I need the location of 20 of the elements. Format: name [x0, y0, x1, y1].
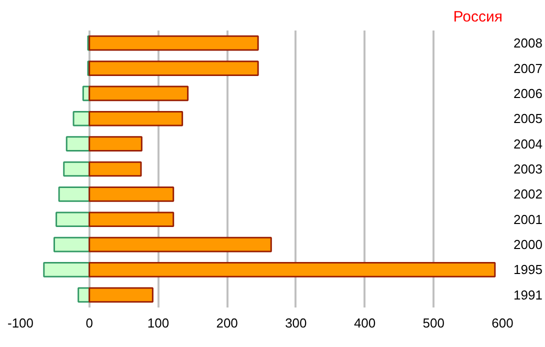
y-tick-label: 2005	[514, 111, 542, 126]
y-tick-label: 2002	[514, 186, 542, 202]
x-tick-label: 600	[492, 316, 514, 330]
x-tick-label: -100	[7, 316, 34, 330]
y-tick-label: 2001	[514, 212, 542, 227]
x-tick-label: 400	[354, 316, 376, 330]
x-tick-label: 100	[147, 316, 170, 330]
x-tick-label: 0	[86, 316, 93, 330]
y-tick-label: 1995	[514, 262, 542, 278]
y-tick-label: 2007	[514, 60, 542, 76]
y-tick-label: 2006	[514, 86, 542, 101]
y-tick-label: 1991	[514, 287, 542, 302]
y-tick-label: 2003	[514, 162, 542, 176]
x-tick-label: 500	[422, 316, 444, 330]
y-tick-label: 2000	[514, 237, 542, 252]
x-tick-label: 300	[285, 316, 307, 330]
chart-title: Россия	[453, 8, 503, 26]
y-tick-label: 2004	[514, 136, 542, 152]
y-tick-label: 2008	[514, 36, 542, 51]
x-tick-label: 200	[216, 316, 238, 330]
